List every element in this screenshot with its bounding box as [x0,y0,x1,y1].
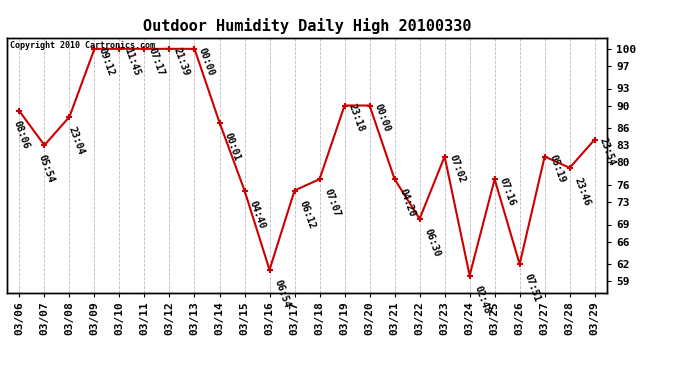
Text: 05:54: 05:54 [37,154,57,185]
Text: 11:45: 11:45 [122,46,141,77]
Text: 05:19: 05:19 [547,154,566,185]
Text: 23:54: 23:54 [598,136,617,168]
Text: 00:01: 00:01 [222,131,242,162]
Text: 07:51: 07:51 [522,273,542,304]
Text: 09:12: 09:12 [97,46,117,77]
Text: 06:30: 06:30 [422,227,442,258]
Text: 04:20: 04:20 [397,188,417,219]
Text: Copyright 2010 Cartronics.com: Copyright 2010 Cartronics.com [10,41,155,50]
Text: 00:00: 00:00 [197,46,217,77]
Text: 21:39: 21:39 [172,46,191,77]
Text: 06:12: 06:12 [297,199,317,230]
Text: 04:40: 04:40 [247,199,266,230]
Text: 02:48: 02:48 [472,284,491,315]
Text: 07:07: 07:07 [322,188,342,219]
Text: 23:04: 23:04 [67,125,86,156]
Title: Outdoor Humidity Daily High 20100330: Outdoor Humidity Daily High 20100330 [143,18,471,33]
Text: 06:54: 06:54 [272,278,291,309]
Text: 00:00: 00:00 [372,103,391,134]
Text: 08:06: 08:06 [12,120,31,151]
Text: 23:18: 23:18 [347,103,366,134]
Text: 23:46: 23:46 [572,176,591,207]
Text: 07:17: 07:17 [147,46,166,77]
Text: 07:02: 07:02 [447,154,466,185]
Text: 07:16: 07:16 [497,176,517,207]
